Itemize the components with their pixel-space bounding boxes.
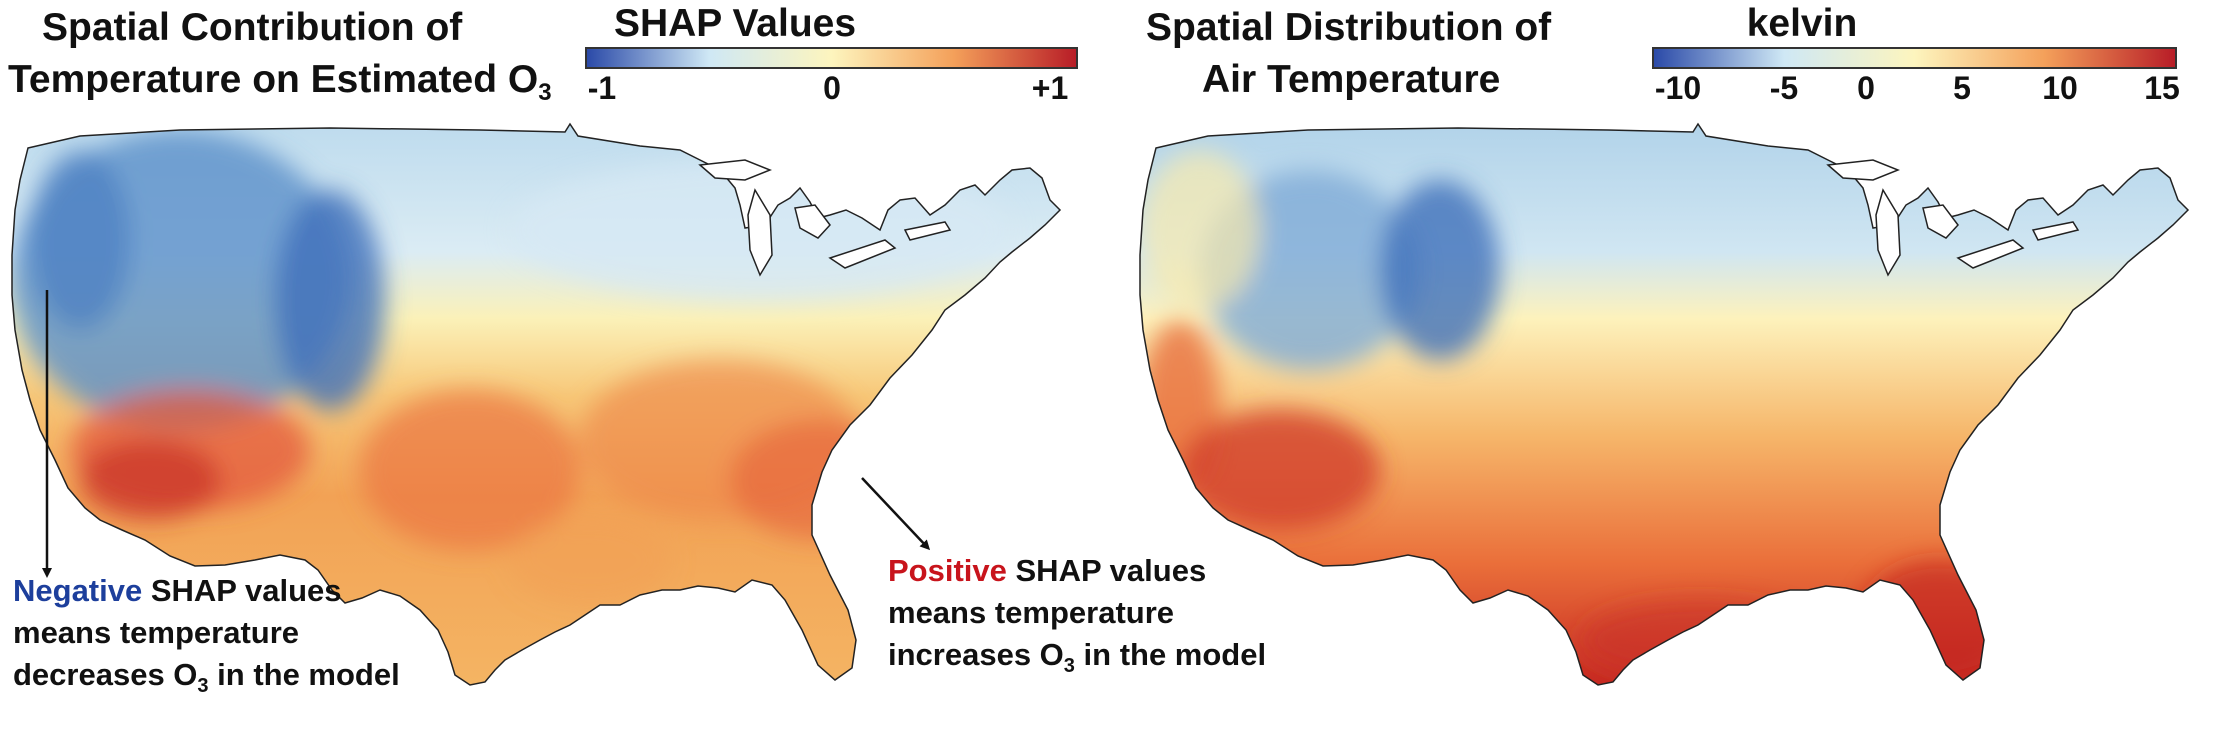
right-colorbar-title: kelvin	[1746, 2, 1858, 45]
right-great-lakes	[1826, 159, 2080, 277]
right-colorbar	[1652, 47, 2177, 69]
positive-arrow	[861, 477, 931, 551]
left-colorbar-tick-zero: 0	[823, 70, 841, 106]
left-colorbar-title: SHAP Values	[613, 2, 857, 45]
right-title-line2: Air Temperature	[1202, 58, 1501, 101]
positive-highlight: Positive	[888, 553, 1007, 588]
negative-shap-annotation: Negative SHAP values means temperature d…	[13, 573, 400, 697]
positive-shap-annotation: Positive SHAP values means temperature i…	[888, 553, 1267, 677]
right-map-title: Spatial Distribution of Air Temperature	[1146, 2, 1551, 106]
right-title-line1: Spatial Distribution of	[1146, 6, 1552, 49]
negative-highlight: Negative	[13, 573, 143, 608]
right-colorbar-tick-1: -10	[1654, 70, 1702, 106]
left-great-lakes	[698, 159, 952, 277]
left-map-title: Spatial Contribution of Temperature on E…	[8, 2, 552, 106]
left-title-line2: Temperature on Estimated O3	[8, 58, 552, 106]
right-colorbar-tick-2: -5	[1769, 70, 1799, 106]
left-colorbar	[585, 47, 1078, 69]
right-colorbar-tick-6: 15	[2144, 70, 2180, 106]
right-colorbar-tick-4: 5	[1953, 70, 1971, 106]
left-colorbar-tick-max: +1	[1031, 70, 1069, 106]
right-colorbar-tick-3: 0	[1857, 70, 1875, 106]
left-title-line1: Spatial Contribution of	[42, 6, 463, 49]
right-map	[1140, 124, 2188, 685]
left-colorbar-tick-min: -1	[587, 70, 617, 106]
right-colorbar-tick-5: 10	[2042, 70, 2078, 106]
